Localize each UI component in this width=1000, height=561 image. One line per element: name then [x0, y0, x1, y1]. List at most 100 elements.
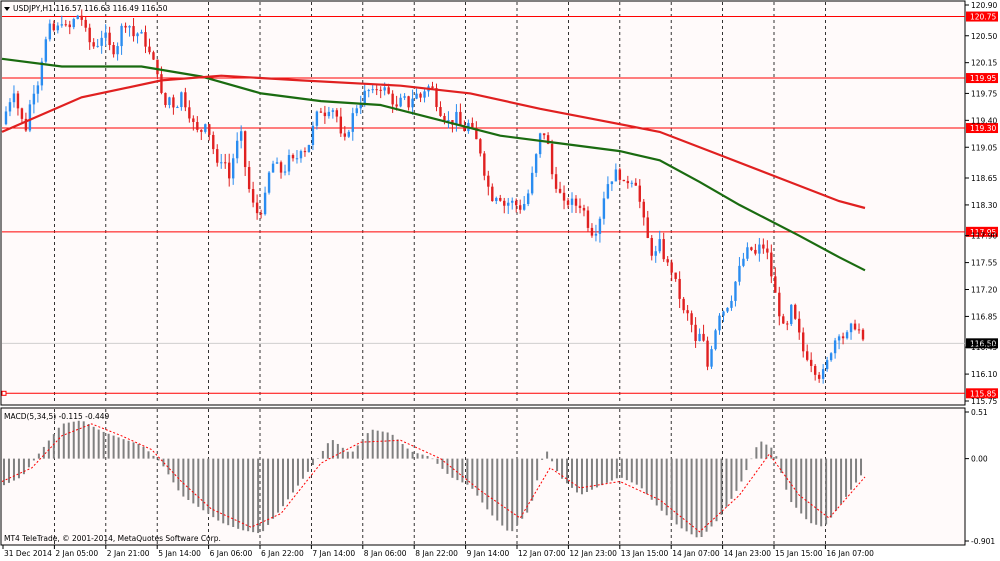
candle-body	[363, 90, 366, 105]
candle-body	[196, 121, 199, 130]
macd-bar	[461, 458, 464, 483]
macd-bar	[780, 458, 783, 473]
level-tag-label: 119.30	[970, 124, 996, 133]
candle-body	[455, 111, 458, 125]
candle-body	[359, 104, 362, 109]
candle-body	[794, 304, 797, 319]
candle-body	[710, 349, 713, 367]
macd-bar	[82, 421, 85, 459]
candle-body	[231, 158, 235, 179]
price-tick-label: 119.40	[971, 116, 997, 125]
candle-body	[144, 32, 147, 47]
macd-bar	[566, 458, 569, 484]
candle-body	[12, 93, 16, 103]
macd-bar	[605, 458, 608, 483]
candle-body	[395, 104, 398, 107]
macd-bar	[57, 427, 60, 459]
candle-body	[774, 276, 777, 293]
candle-body	[4, 111, 8, 125]
candle-body	[682, 298, 685, 311]
candle-body	[503, 200, 506, 206]
candle-body	[439, 107, 442, 116]
macd-bar	[860, 458, 863, 476]
candle-body	[630, 182, 634, 184]
macd-bar	[645, 458, 648, 495]
macd-bar	[272, 458, 275, 519]
candle-body	[263, 192, 267, 215]
candle-body	[383, 87, 386, 91]
candle-body	[479, 139, 482, 154]
macd-bar	[765, 444, 768, 459]
candle-body	[714, 330, 717, 350]
price-tick-label: 117.90	[971, 232, 997, 241]
current-price-label: 116.50	[970, 339, 996, 348]
macd-bar	[277, 458, 280, 513]
macd-info: MACD(5,34,5) -0.115 -0.449	[4, 412, 110, 421]
macd-bar	[401, 443, 404, 459]
candle-body	[371, 89, 374, 91]
candle-body	[152, 52, 155, 60]
macd-bar	[580, 458, 583, 495]
macd-bar	[416, 453, 419, 459]
candle-body	[52, 23, 56, 31]
candle-body	[778, 292, 781, 317]
candle-body	[833, 340, 837, 354]
macd-bar	[590, 458, 593, 490]
time-tick-label: 14 Jan 23:00	[724, 549, 772, 558]
ma-fast-line	[1, 74, 866, 210]
candle-body	[730, 300, 733, 308]
macd-bar	[655, 458, 658, 506]
macd-bar	[561, 458, 564, 479]
macd-bar	[576, 458, 579, 493]
candle-body	[228, 162, 231, 179]
candle-body	[802, 332, 805, 352]
candle-body	[495, 197, 498, 202]
candle-body	[507, 202, 510, 206]
candle-body	[654, 251, 657, 256]
macd-bar	[585, 458, 588, 492]
candle-body	[566, 200, 570, 205]
macd-bar	[371, 429, 374, 459]
macd-bar	[52, 434, 55, 459]
macd-bar	[157, 458, 160, 461]
candle-body	[156, 59, 159, 75]
candle-body	[399, 97, 402, 107]
candle-body	[172, 97, 175, 108]
candle-body	[570, 198, 574, 205]
candle-body	[499, 197, 502, 201]
candle-body	[738, 265, 741, 282]
candle-body	[766, 248, 769, 253]
candle-body	[24, 118, 28, 131]
macd-bar	[740, 458, 743, 482]
candle-body	[112, 45, 115, 55]
macd-bar	[62, 423, 65, 459]
level-tag	[966, 73, 998, 84]
macd-bar	[770, 447, 773, 459]
candle-body	[554, 174, 558, 189]
candle-body	[857, 329, 861, 331]
candle-body	[674, 272, 677, 279]
candle-body	[806, 351, 809, 360]
macd-bar	[242, 458, 245, 531]
macd-bar	[840, 458, 843, 504]
candle-body	[267, 172, 271, 193]
candle-body	[718, 315, 721, 331]
macd-bar	[107, 433, 110, 459]
chevron-down-icon[interactable]	[4, 7, 10, 11]
macd-bar	[287, 458, 290, 500]
macd-bar	[830, 458, 833, 518]
candle-body	[235, 140, 239, 159]
candle-body	[32, 93, 36, 105]
time-tick-label: 5 Jan 14:00	[158, 549, 201, 558]
macd-bar	[521, 458, 524, 519]
macd-bar	[630, 458, 633, 483]
candle-body	[782, 316, 785, 324]
candle-body	[518, 205, 522, 210]
macd-bar	[595, 458, 598, 488]
macd-bar	[172, 458, 175, 483]
macd-bar	[217, 458, 220, 521]
candle-body	[239, 131, 243, 141]
macd-bar	[615, 458, 618, 479]
macd-bar	[850, 458, 853, 490]
candle-body	[60, 24, 63, 26]
